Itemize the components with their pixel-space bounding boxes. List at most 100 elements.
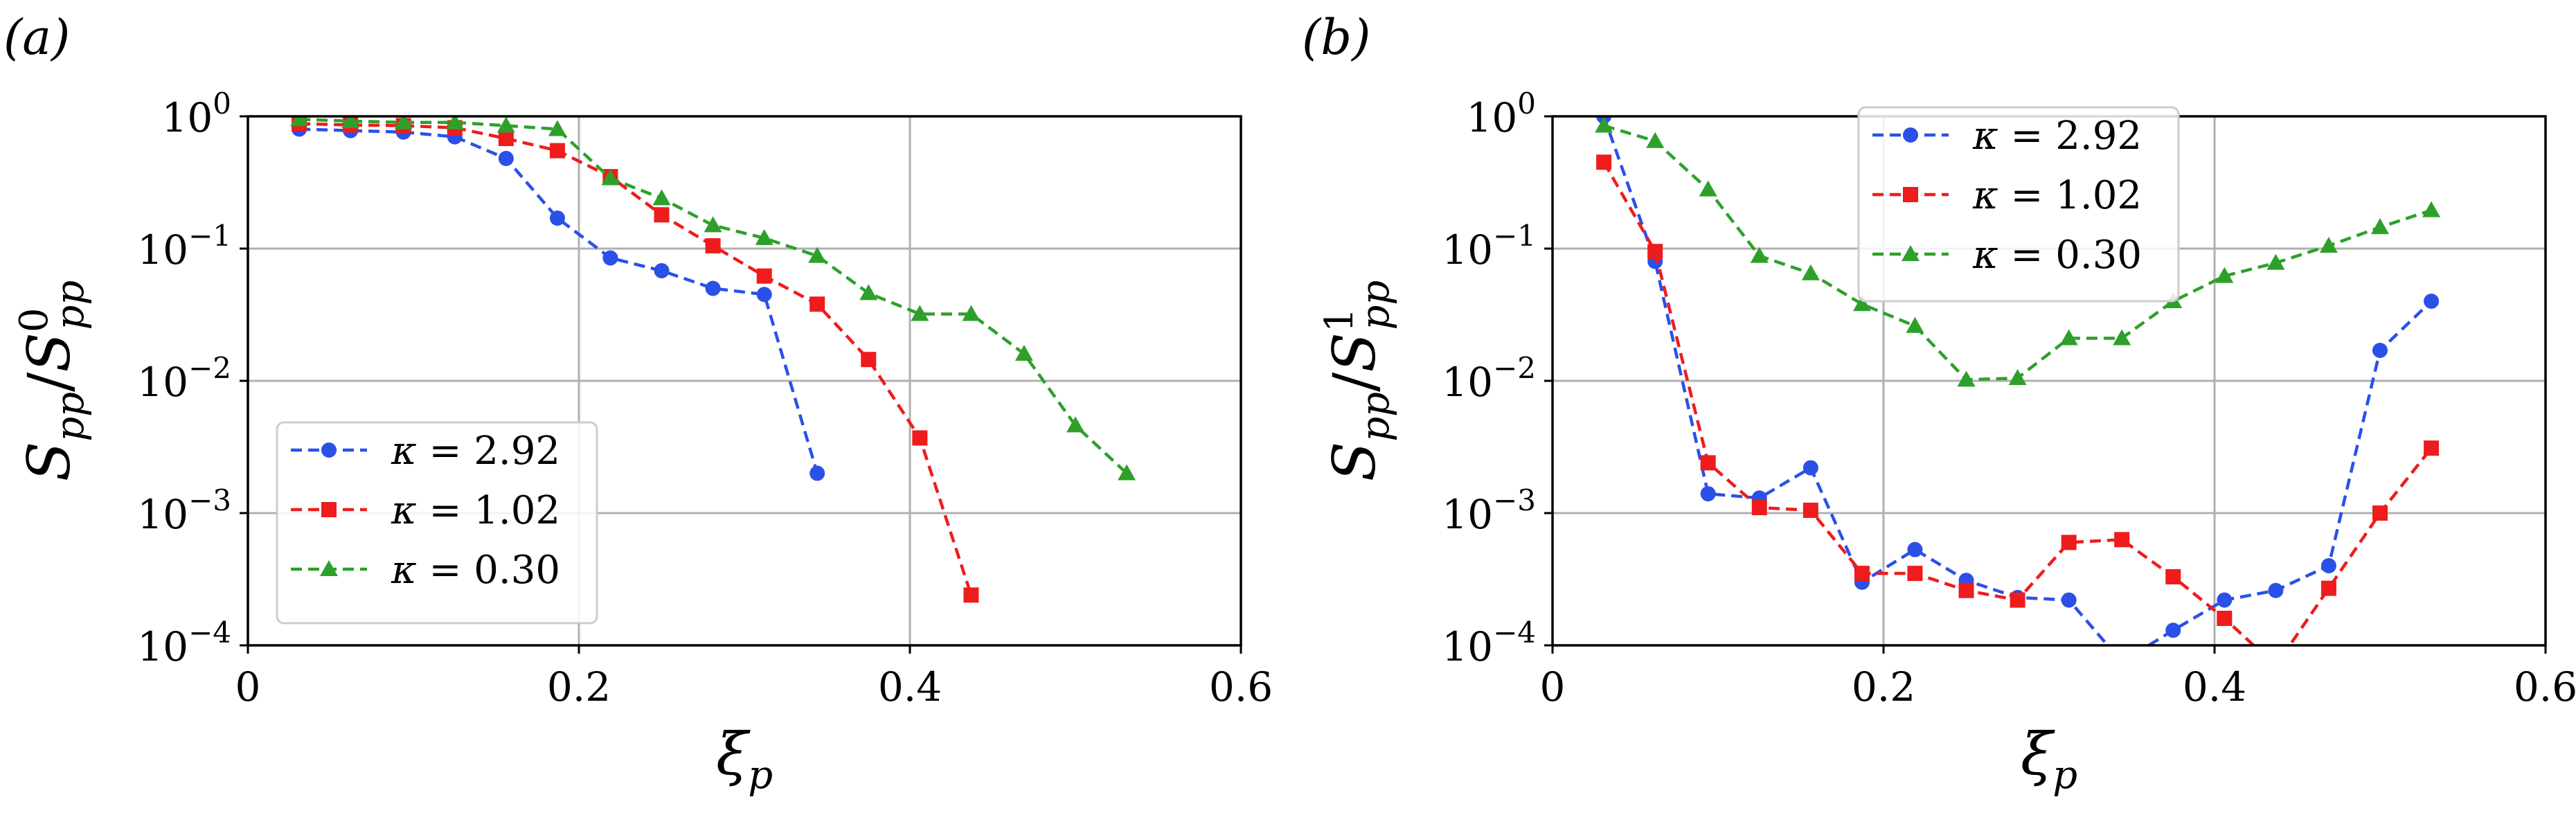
data-point	[2422, 201, 2441, 217]
data-point	[548, 120, 566, 136]
y-tick-label: 100	[1466, 87, 1536, 141]
data-point	[704, 216, 722, 233]
data-point	[2114, 654, 2129, 670]
data-point	[290, 116, 309, 127]
y-tick-label: 10−3	[137, 483, 231, 538]
data-point	[1750, 247, 1769, 263]
data-point	[1118, 464, 1136, 481]
legend-marker	[1903, 187, 1918, 202]
legend-marker	[1903, 127, 1918, 143]
data-point	[755, 229, 773, 245]
data-point	[963, 587, 979, 603]
x-tick-label: 0.2	[1852, 663, 1915, 710]
data-point	[2268, 582, 2284, 598]
y-tick-label: 10−2	[137, 351, 231, 406]
data-point	[2319, 236, 2338, 253]
x-axis-label: ξp​	[2021, 720, 2077, 798]
data-point	[808, 247, 827, 263]
legend-marker	[321, 442, 337, 458]
data-point	[2268, 659, 2283, 674]
data-point	[1066, 416, 1084, 433]
data-point	[810, 465, 825, 481]
x-axis-label: ξp​	[716, 720, 773, 798]
data-point	[756, 268, 772, 284]
data-point	[1958, 582, 1974, 598]
data-point	[810, 296, 825, 312]
data-point	[2372, 342, 2388, 358]
data-point	[2165, 568, 2181, 584]
legend-box	[276, 421, 598, 625]
data-point	[497, 116, 515, 133]
data-point	[1596, 154, 1612, 170]
data-point	[498, 130, 514, 146]
data-point	[2320, 558, 2336, 574]
data-point	[1907, 541, 1923, 557]
data-point	[602, 250, 618, 266]
data-point	[601, 169, 620, 186]
x-tick-label: 0.6	[1209, 663, 1273, 710]
plot-area	[1595, 116, 2441, 674]
series-line	[299, 122, 973, 596]
panel-label: (a)	[3, 9, 70, 66]
y-tick-label: 10−1	[1442, 219, 1536, 274]
data-point	[2217, 611, 2233, 627]
data-point	[705, 280, 721, 296]
data-point	[2320, 580, 2336, 596]
data-point	[859, 284, 878, 301]
x-tick-label: 0.4	[2183, 663, 2246, 710]
legend-label: κ = 1.02	[1972, 173, 2142, 218]
data-point	[2424, 294, 2440, 310]
legend-box	[1857, 106, 2180, 303]
data-point	[2008, 368, 2027, 385]
x-tick-label: 0.4	[878, 663, 942, 710]
legend-label: κ = 2.92	[1972, 114, 2142, 159]
data-point	[1700, 486, 1716, 502]
legend-label: κ = 2.92	[391, 429, 560, 474]
y-tick-label: 10−2	[1442, 351, 1536, 406]
legend-marker	[320, 560, 338, 576]
data-point	[2215, 267, 2234, 283]
data-point	[394, 116, 413, 129]
y-tick-label: 10−4	[137, 616, 231, 670]
data-point	[654, 262, 670, 278]
x-tick-label: 0	[1540, 663, 1566, 710]
data-point	[705, 238, 721, 253]
panel-a: 0 0.2 0.4 0.6 100 10−1 10−2 10−3 10−4 (a) ξp​ Spp​/…	[3, 9, 1273, 798]
data-point	[2165, 622, 2181, 638]
data-point	[549, 210, 565, 226]
data-point	[1699, 180, 1717, 197]
y-tick-label: 100	[161, 87, 231, 141]
plot-area	[290, 116, 1136, 603]
data-point	[1751, 500, 1767, 516]
data-point	[2061, 535, 2077, 550]
data-point	[756, 287, 772, 303]
data-point	[1803, 502, 1818, 518]
data-point	[1957, 370, 1976, 387]
data-point	[2424, 440, 2440, 456]
legend-marker	[321, 502, 337, 517]
y-axis-label: Spp​/S0pp​	[12, 280, 93, 481]
data-point	[1801, 264, 1820, 280]
data-point	[912, 430, 928, 446]
data-point	[1854, 566, 1870, 582]
data-point	[1852, 295, 1871, 312]
data-point	[2061, 592, 2077, 608]
data-point	[1906, 316, 1924, 333]
data-point	[652, 189, 671, 206]
data-point	[861, 352, 877, 368]
x-tick-label: 0.6	[2514, 663, 2576, 710]
y-tick-label: 10−4	[1442, 616, 1536, 670]
data-point	[445, 116, 464, 129]
data-point	[654, 207, 670, 223]
series-line	[299, 127, 819, 474]
legend-marker	[1902, 245, 1920, 261]
data-point	[2266, 253, 2285, 270]
panel-b: 0 0.2 0.4 0.6 100 10−1 10−2 10−3 10−4 (b) ξp​ Spp​/…	[1302, 9, 2576, 798]
data-point	[549, 143, 565, 159]
panel-label: (b)	[1302, 9, 1370, 66]
data-point	[1907, 566, 1923, 582]
data-point	[2372, 505, 2388, 521]
data-point	[2113, 329, 2131, 346]
data-point	[2114, 532, 2130, 548]
